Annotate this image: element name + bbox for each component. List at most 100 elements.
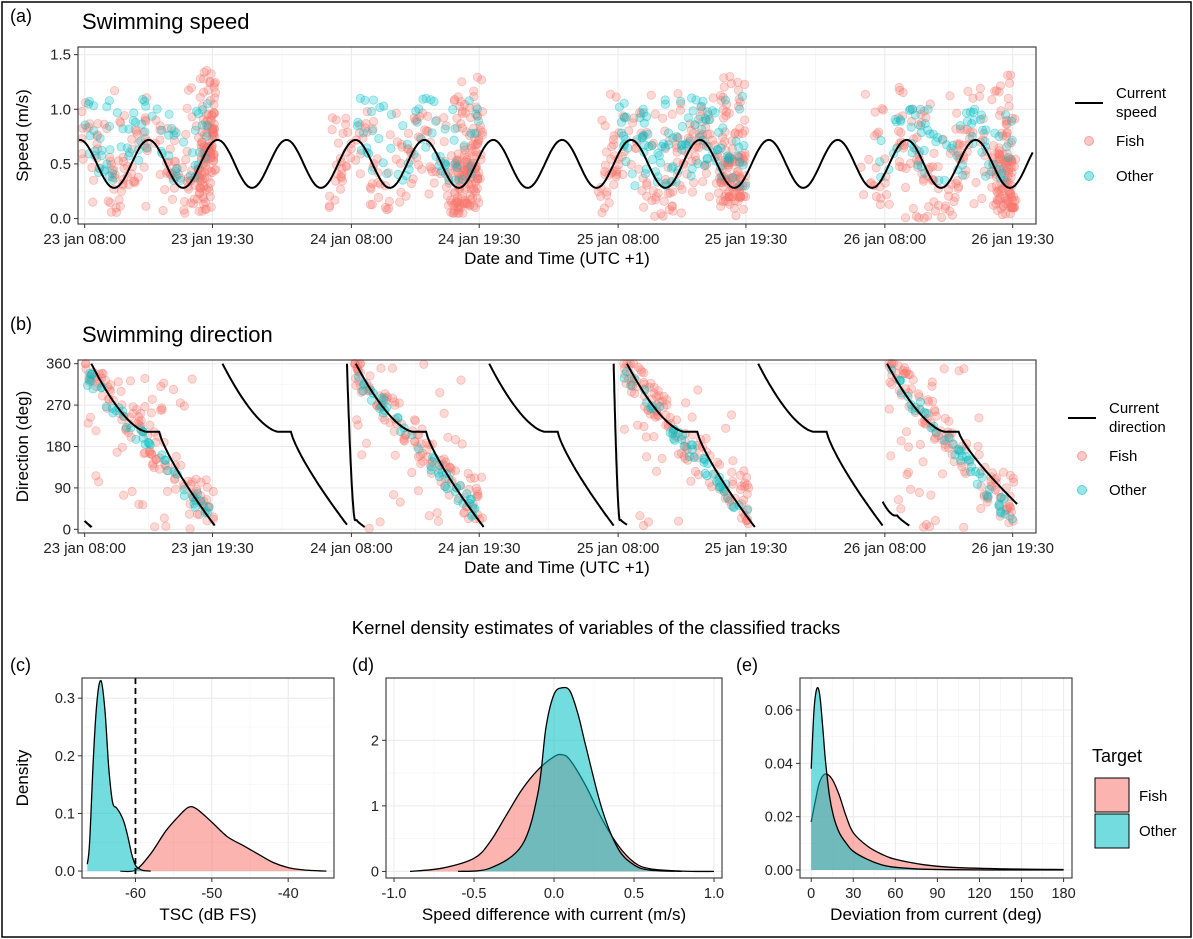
other-point	[702, 154, 713, 164]
fish-point	[943, 191, 954, 201]
fish-point	[675, 105, 686, 115]
other-point	[368, 95, 379, 105]
fish-point	[465, 191, 475, 201]
fish-point	[192, 194, 203, 204]
fish-point	[659, 196, 669, 206]
other-point	[699, 457, 709, 467]
fish-point	[918, 174, 929, 184]
fish-point	[1000, 193, 1010, 203]
other-point	[895, 115, 906, 125]
fish-point	[469, 133, 480, 143]
other-point	[97, 145, 107, 155]
fish-point	[202, 116, 212, 126]
x-tick-label: 0.0	[544, 886, 564, 902]
x-axis-label: Deviation from current (deg)	[830, 905, 1042, 924]
fish-point	[102, 123, 112, 134]
fish-point	[908, 104, 918, 114]
fish-point	[206, 124, 216, 134]
fish-point	[1001, 166, 1011, 176]
fish-point	[341, 161, 351, 171]
fish-point	[362, 107, 372, 117]
fish-point	[996, 106, 1006, 116]
fish-point	[127, 486, 137, 497]
fish-point	[705, 129, 715, 139]
other-point	[928, 129, 938, 139]
other-point	[101, 402, 111, 412]
fish-point	[893, 495, 904, 505]
fish-point	[945, 91, 955, 101]
x-tick-label: 30	[845, 886, 861, 902]
other-point	[653, 148, 663, 158]
other-point	[714, 127, 724, 137]
fish-point	[419, 359, 429, 369]
fish-point	[410, 416, 421, 426]
fish-point	[194, 133, 204, 143]
other-point	[102, 102, 112, 112]
fish-point	[729, 203, 740, 213]
fish-point	[467, 193, 477, 203]
legend-fish-swatch	[1084, 136, 1094, 146]
fish-point	[210, 77, 220, 88]
fish-point	[117, 400, 127, 410]
fish-point	[895, 161, 905, 172]
fish-point	[740, 126, 750, 136]
fish-point	[190, 180, 200, 190]
fish-point	[116, 186, 127, 196]
other-point	[740, 181, 751, 191]
fish-point	[151, 437, 161, 447]
fish-point	[1006, 201, 1016, 211]
fish-point	[737, 157, 748, 167]
other-point	[85, 131, 95, 141]
fish-point	[472, 111, 482, 121]
fish-point	[720, 195, 731, 205]
other-point	[923, 104, 933, 114]
other-point	[975, 115, 986, 125]
x-tick-label: 120	[967, 886, 991, 902]
fish-point	[361, 119, 371, 129]
fish-point	[1009, 203, 1019, 213]
fish-point	[604, 198, 614, 208]
fish-point	[736, 150, 747, 161]
fish-point	[202, 66, 212, 76]
fish-point	[884, 199, 894, 209]
fish-point	[471, 140, 481, 150]
fish-point	[992, 205, 1003, 215]
fish-point	[177, 162, 187, 173]
fish-point	[650, 109, 660, 119]
fish-point	[864, 154, 874, 164]
fish-point	[1006, 192, 1017, 202]
other-point	[727, 173, 738, 183]
other-point	[994, 131, 1004, 142]
fish-point	[401, 191, 411, 201]
fish-point	[911, 211, 922, 221]
fish-point	[697, 106, 707, 116]
fish-point	[721, 145, 731, 156]
fish-point	[619, 424, 630, 434]
fish-point	[738, 204, 749, 214]
fish-point	[872, 129, 882, 139]
fish-point	[200, 118, 210, 128]
fish-point	[635, 511, 645, 521]
fish-point	[901, 427, 912, 437]
fish-point	[198, 74, 209, 84]
fish-point	[881, 190, 892, 200]
fish-point	[1002, 128, 1012, 138]
fish-point	[726, 79, 737, 89]
fish-point	[380, 202, 390, 213]
fish-point	[601, 147, 612, 157]
fish-point	[209, 128, 219, 138]
other-point	[630, 181, 640, 191]
fish-point	[632, 420, 643, 430]
fish-point	[184, 509, 195, 519]
fish-point	[724, 192, 734, 202]
fish-point	[176, 460, 186, 470]
fish-point	[183, 85, 194, 95]
fish-point	[433, 516, 443, 527]
other-point	[686, 93, 697, 103]
fish-point	[464, 103, 475, 113]
fish-point	[155, 169, 165, 180]
fish-point	[992, 195, 1002, 205]
fish-point	[880, 154, 890, 164]
fish-point	[117, 442, 127, 452]
fish-point	[392, 137, 402, 147]
